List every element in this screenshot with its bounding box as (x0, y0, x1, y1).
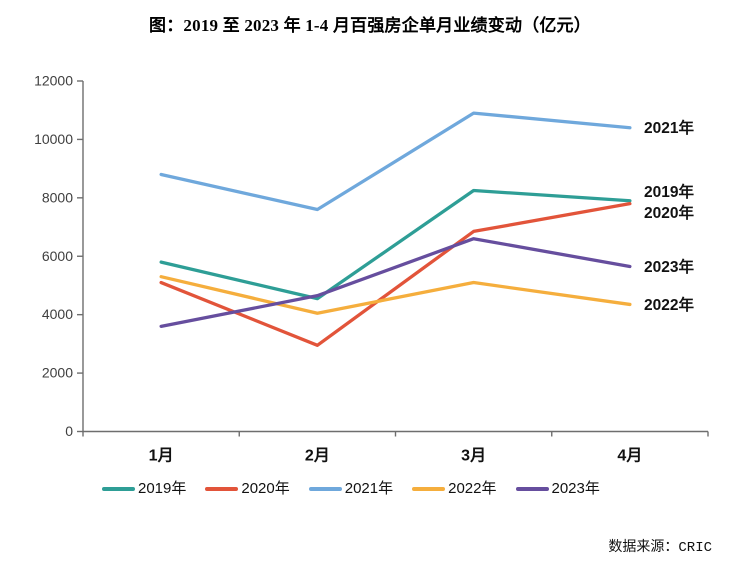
data-source-note: 数据来源：CRIC (608, 540, 712, 556)
series-line-2021年 (159, 111, 632, 212)
y-tick-label: 12000 (34, 73, 73, 89)
series-line-2019年 (159, 188, 632, 301)
line-end-label: 2022年 (644, 295, 694, 314)
y-tick-label: 0 (65, 423, 73, 439)
series-line-2022年 (159, 275, 632, 315)
legend-item-2023: 2023年 (515, 480, 600, 498)
chart-title: 图：2019 至 2023 年 1-4 月百强房企单月业绩变动（亿元） (149, 16, 591, 35)
line-end-label: 2021年 (644, 118, 694, 137)
legend-item-2019: 2019年 (102, 480, 186, 498)
legend-item-2020: 2020年 (205, 480, 290, 498)
legend-label: 2019年 (138, 480, 187, 497)
chart-legend: 2019年 2020年 2021年 2022年 2023年 (102, 480, 600, 498)
y-tick-label: 6000 (42, 248, 73, 264)
legend-item-2021: 2021年 (308, 480, 394, 498)
line-chart-plot: 0 2000 4000 6000 8000 10000 12000 1月 2月 3月 4月 2021年… (34, 73, 709, 465)
legend-line-swatch (412, 487, 446, 491)
x-category-label: 1月 (149, 447, 174, 465)
legend-label: 2023年 (551, 480, 600, 497)
line-end-label: 2019年 (644, 182, 694, 201)
series-line-2020年 (159, 202, 632, 347)
line-end-label: 2020年 (644, 203, 694, 222)
legend-label: 2020年 (241, 480, 290, 497)
legend-line-swatch (102, 487, 135, 491)
x-category-label: 4月 (617, 447, 642, 465)
y-tick-label: 4000 (42, 306, 73, 322)
axis-lines (82, 81, 708, 433)
x-category-label: 3月 (461, 447, 486, 465)
line-end-label: 2023年 (644, 257, 694, 276)
x-category-label: 2月 (305, 447, 330, 465)
legend-line-swatch (515, 487, 549, 491)
y-tick-label: 2000 (42, 365, 73, 381)
legend-item-2022: 2022年 (412, 480, 497, 498)
y-tick-label: 10000 (34, 131, 73, 147)
legend-line-swatch (308, 487, 342, 491)
legend-label: 2021年 (344, 480, 394, 497)
legend-line-swatch (205, 487, 239, 491)
y-tick-label: 8000 (42, 189, 73, 205)
legend-label: 2022年 (448, 480, 497, 497)
series-line-2023年 (159, 237, 632, 329)
